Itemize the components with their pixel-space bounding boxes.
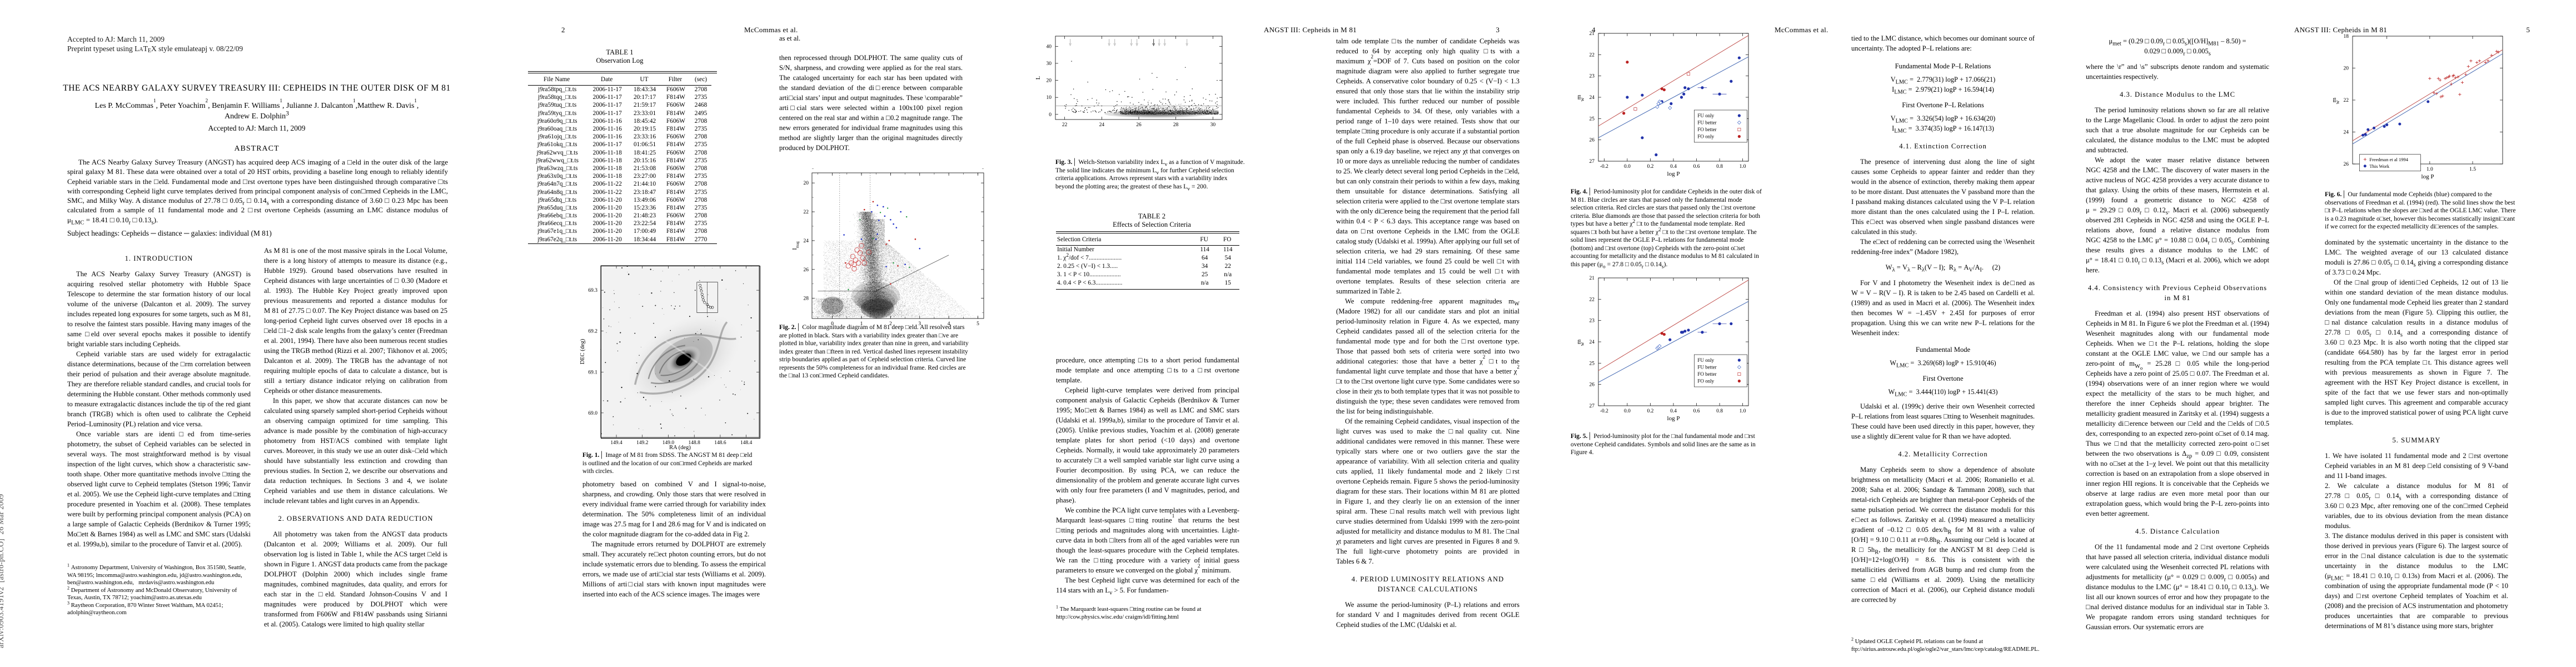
- svg-text:24: 24: [804, 238, 809, 244]
- svg-text:149.4: 149.4: [610, 440, 622, 446]
- svg-text:69.1: 69.1: [588, 370, 597, 375]
- svg-text:69.0: 69.0: [588, 411, 597, 416]
- svg-text:20: 20: [804, 181, 809, 186]
- svg-text:149.2: 149.2: [636, 440, 649, 446]
- svg-text:69.3: 69.3: [588, 288, 597, 293]
- svg-text:28: 28: [804, 296, 809, 302]
- svg-text:148.6: 148.6: [714, 440, 726, 446]
- svg-text:RA (deg): RA (deg): [669, 445, 691, 451]
- svg-text:DEC (deg): DEC (deg): [580, 339, 586, 364]
- svg-text:5: 5: [976, 321, 979, 327]
- svg-text:69.2: 69.2: [588, 329, 597, 335]
- svg-text:22: 22: [804, 210, 809, 215]
- svg-text:148.4: 148.4: [740, 440, 753, 446]
- svg-text:26: 26: [804, 267, 809, 273]
